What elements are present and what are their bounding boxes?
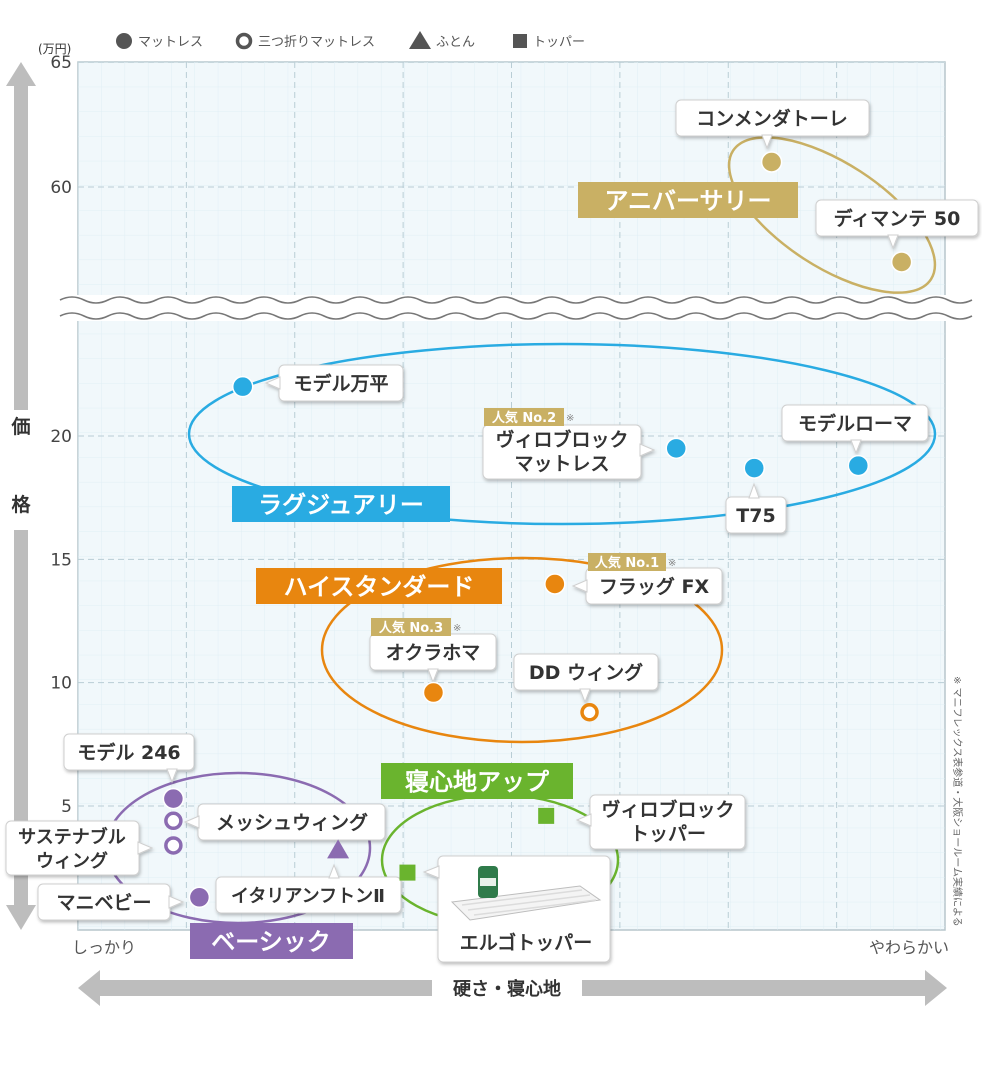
x-axis-arrow (78, 970, 947, 1006)
callout-italian-futon (215, 863, 402, 914)
marker-mattress (188, 886, 211, 909)
label-commendatore: コンメンダトーレ (696, 107, 847, 130)
legend-futon-icon (409, 31, 431, 49)
callout-mesh-wing (183, 803, 386, 841)
x-max-label: やわらかい (869, 938, 949, 957)
label-viroblock-topper: ヴィロブロックトッパー (601, 798, 734, 845)
marker-mattress (665, 437, 687, 460)
y-tick-label: 65 (50, 53, 72, 73)
x-axis-label: 硬さ・寝心地 (453, 978, 561, 1000)
marker-mattress (422, 681, 445, 704)
group-label-sleep-up: 寝心地アップ (405, 768, 550, 796)
badge-no3-bg (371, 618, 451, 636)
marker-mattress (890, 251, 913, 273)
marker-topper (399, 864, 416, 881)
marker-mattress (544, 573, 566, 595)
marker-trifold (164, 836, 183, 855)
badge-no1-note: ※ (668, 558, 676, 569)
group-labels: アニバーサリー ラグジュアリー ハイスタンダード 寝心地アップ ベーシック (190, 182, 798, 959)
marker-trifold (164, 811, 183, 831)
badge-no1: 人気 No.1 (595, 555, 659, 571)
callout-t75 (725, 482, 787, 534)
label-flag-fx: フラッグ FX (599, 575, 710, 598)
callout-model-246 (63, 733, 195, 784)
legend-trifold-icon (235, 32, 253, 50)
marker-mattress (743, 457, 766, 479)
y-tick-label: 15 (50, 550, 72, 570)
label-model-246: モデル 246 (77, 741, 180, 764)
callout-commendatore (675, 99, 870, 150)
group-label-sleep-up-bg (381, 763, 573, 799)
label-mesh-wing: メッシュウィング (216, 811, 368, 834)
badge-no3: 人気 No.3 (379, 620, 443, 636)
marker-mattress (847, 454, 870, 477)
badge-no1-bg (588, 553, 666, 571)
y-tick-labels: 5 10 15 20 60 65 (50, 53, 72, 817)
badge-no2: 人気 No.2 (492, 410, 556, 426)
callouts: コンメンダトーレ ディマンテ 50 モデル万平 ヴィロブロックマットレス 人気 … (5, 99, 979, 963)
marker-mattress (162, 787, 185, 810)
legend: マットレス 三つ折りマットレス ふとん トッパー (116, 31, 585, 50)
label-sustainable-wing: サステナブルウィング (18, 826, 126, 872)
legend-mattress-icon (116, 33, 132, 49)
callout-model-roma (781, 404, 929, 455)
callout-sustainable-wing (5, 820, 154, 876)
badge-no2-bg (484, 408, 564, 426)
label-oklahoma: オクラホマ (386, 642, 481, 664)
legend-topper-label: トッパー (533, 35, 585, 50)
y-axis-label-2: 格 (11, 493, 31, 516)
group-label-luxury-bg (232, 486, 450, 522)
y-tick-label: 20 (50, 427, 72, 447)
footnote: ※ マニフレックス表参道・大阪ショールーム実績による (951, 676, 964, 927)
callout-manibaby (37, 883, 185, 921)
badge-no3-note: ※ (453, 623, 461, 634)
label-model-roma: モデルローマ (798, 412, 912, 435)
label-viroblock-mattress: ヴィロブロックマットレス (495, 428, 628, 475)
marker-trifold (580, 703, 599, 722)
group-label-high-standard: ハイスタンダード (284, 573, 475, 601)
label-manibaby: マニベビー (56, 892, 151, 914)
marker-mattress (231, 375, 254, 398)
callout-dd-wing (513, 653, 659, 704)
group-label-anniversary-bg (578, 182, 798, 218)
group-label-basic: ベーシック (211, 928, 331, 956)
label-dimante: ディマンテ 50 (834, 207, 961, 230)
label-dd-wing: DD ウィング (529, 661, 643, 684)
marker-mattress (760, 151, 783, 173)
badge-no2-note: ※ (566, 413, 574, 424)
y-tick-label: 10 (50, 674, 72, 694)
legend-topper-icon (513, 34, 527, 48)
group-label-high-standard-bg (256, 568, 502, 604)
legend-futon-label: ふとん (436, 35, 475, 50)
marker-topper (538, 807, 555, 824)
topper-product-image (450, 866, 602, 921)
legend-mattress-label: マットレス (138, 35, 203, 50)
callout-model-manpei (264, 364, 404, 402)
axis-break (59, 295, 973, 321)
legend-trifold-label: 三つ折りマットレス (258, 35, 375, 50)
y-tick-label: 60 (50, 178, 72, 198)
group-label-luxury: ラグジュアリー (258, 491, 424, 519)
callout-dimante (815, 199, 979, 250)
marker-futon (327, 839, 350, 859)
label-ergo-topper: エルゴトッパー (460, 931, 593, 954)
group-label-basic-bg (190, 923, 353, 959)
y-axis-unit: (万円) (38, 42, 71, 56)
y-tick-label: 5 (61, 797, 72, 817)
label-italian-futon: イタリアンフトンⅡ (231, 886, 385, 907)
group-label-anniversary: アニバーサリー (604, 187, 771, 215)
y-axis-label-1: 価 (10, 416, 30, 438)
label-model-manpei: モデル万平 (293, 372, 388, 395)
callout-viroblock-topper (575, 794, 746, 850)
y-axis-arrow (6, 62, 36, 930)
x-min-label: しっかり (72, 938, 136, 957)
data-markers (162, 151, 913, 909)
ellipse-high-standard (320, 556, 724, 744)
label-t75: T75 (736, 505, 775, 527)
ellipse-luxury (187, 342, 937, 526)
ellipse-anniversary (727, 136, 937, 294)
